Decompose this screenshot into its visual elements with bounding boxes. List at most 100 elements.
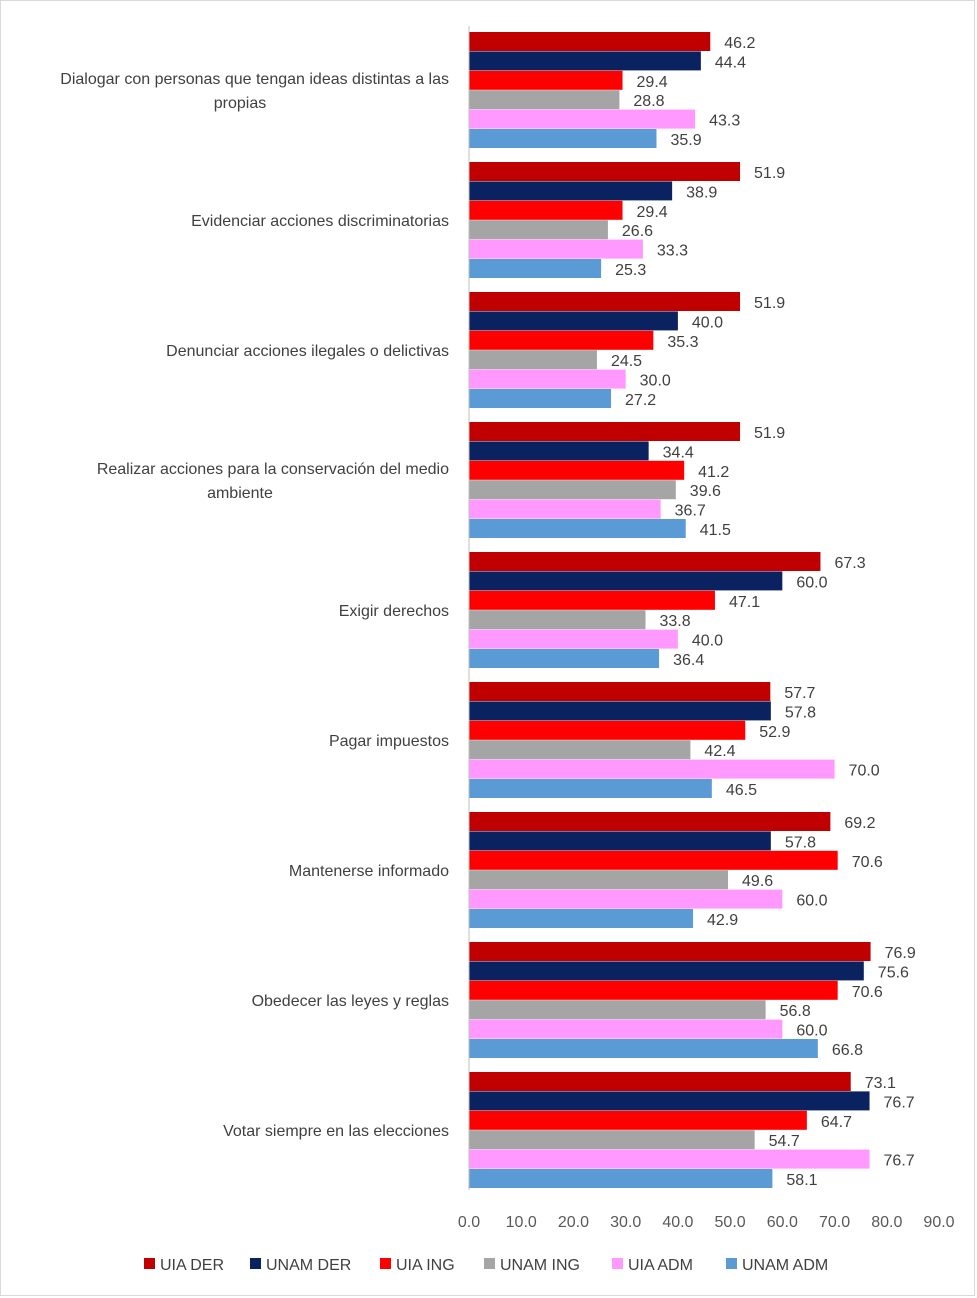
data-label: 27.2 bbox=[625, 392, 656, 409]
data-label: 70.6 bbox=[852, 984, 883, 1001]
bar bbox=[469, 1130, 755, 1150]
bar bbox=[469, 909, 694, 928]
bar bbox=[469, 239, 643, 259]
legend-swatch bbox=[484, 1258, 495, 1269]
bar bbox=[469, 552, 821, 571]
category-label: Pagar impuestos bbox=[329, 733, 449, 750]
legend-swatch bbox=[380, 1258, 391, 1269]
bar bbox=[469, 590, 715, 610]
bar bbox=[469, 1039, 818, 1058]
data-label: 46.5 bbox=[726, 782, 757, 799]
bar bbox=[469, 942, 871, 961]
bar bbox=[469, 90, 620, 110]
bar bbox=[469, 720, 746, 740]
data-label: 47.1 bbox=[729, 594, 760, 611]
legend-label: UIA DER bbox=[160, 1257, 224, 1274]
bar bbox=[469, 889, 783, 909]
bar bbox=[469, 200, 623, 220]
data-label: 70.0 bbox=[849, 763, 880, 780]
data-label: 69.2 bbox=[844, 815, 875, 832]
bar bbox=[469, 961, 864, 981]
data-label: 26.6 bbox=[622, 223, 653, 240]
data-label: 67.3 bbox=[834, 555, 865, 572]
bar bbox=[469, 480, 676, 500]
data-label: 60.0 bbox=[796, 1023, 827, 1040]
data-label: 35.9 bbox=[670, 132, 701, 149]
data-label: 36.7 bbox=[675, 503, 706, 520]
bar bbox=[469, 32, 711, 51]
data-label: 41.5 bbox=[700, 522, 731, 539]
data-label: 24.5 bbox=[611, 353, 642, 370]
bar bbox=[469, 1091, 870, 1111]
category-label: Realizar acciones para la conservación d… bbox=[97, 461, 449, 478]
data-label: 46.2 bbox=[724, 35, 755, 52]
bar bbox=[469, 162, 741, 181]
data-label: 76.7 bbox=[884, 1153, 915, 1170]
data-label: 58.1 bbox=[786, 1172, 817, 1189]
category-label: Dialogar con personas que tengan ideas d… bbox=[60, 71, 449, 88]
data-label: 51.9 bbox=[754, 295, 785, 312]
legend-swatch bbox=[726, 1258, 737, 1269]
data-label: 52.9 bbox=[759, 724, 790, 741]
data-label: 57.8 bbox=[785, 704, 816, 721]
x-tick-label: 30.0 bbox=[610, 1214, 641, 1231]
bar bbox=[469, 629, 678, 649]
bar bbox=[469, 1072, 851, 1091]
legend-label: UIA ADM bbox=[628, 1257, 693, 1274]
bar bbox=[469, 870, 729, 890]
data-label: 33.8 bbox=[660, 613, 691, 630]
bar bbox=[469, 812, 831, 831]
bar bbox=[469, 610, 646, 630]
legend-label: UIA ING bbox=[396, 1257, 455, 1274]
bar bbox=[469, 441, 649, 461]
bar bbox=[469, 1019, 783, 1039]
data-label: 39.6 bbox=[690, 483, 721, 500]
data-label: 40.0 bbox=[692, 314, 723, 331]
bar bbox=[469, 759, 835, 779]
data-label: 70.6 bbox=[852, 854, 883, 871]
data-label: 35.3 bbox=[667, 334, 698, 351]
legend-label: UNAM DER bbox=[266, 1257, 351, 1274]
category-label: Exigir derechos bbox=[339, 603, 449, 620]
bar bbox=[469, 220, 608, 240]
x-tick-label: 40.0 bbox=[662, 1214, 693, 1231]
bar bbox=[469, 70, 623, 90]
data-label: 60.0 bbox=[796, 893, 827, 910]
bar bbox=[469, 311, 678, 331]
data-label: 54.7 bbox=[769, 1133, 800, 1150]
bar bbox=[469, 129, 657, 148]
bar bbox=[469, 1149, 870, 1169]
bar bbox=[469, 1110, 807, 1130]
data-label: 73.1 bbox=[865, 1075, 896, 1092]
data-label: 38.9 bbox=[686, 184, 717, 201]
bar bbox=[469, 649, 660, 668]
category-label: propias bbox=[214, 95, 266, 112]
data-label: 28.8 bbox=[633, 93, 664, 110]
data-label: 43.3 bbox=[709, 113, 740, 130]
data-label: 29.4 bbox=[637, 74, 668, 91]
bar bbox=[469, 701, 771, 721]
category-label: Obedecer las leyes y reglas bbox=[252, 993, 449, 1010]
legend-label: UNAM ADM bbox=[742, 1257, 828, 1274]
data-label: 33.3 bbox=[657, 243, 688, 260]
category-label: Evidenciar acciones discriminatorias bbox=[191, 213, 449, 230]
legend-swatch bbox=[250, 1258, 261, 1269]
bar bbox=[469, 779, 712, 798]
data-label: 56.8 bbox=[780, 1003, 811, 1020]
bar bbox=[469, 850, 838, 870]
data-label: 51.9 bbox=[754, 425, 785, 442]
bar bbox=[469, 330, 654, 350]
x-tick-label: 50.0 bbox=[715, 1214, 746, 1231]
bar bbox=[469, 369, 626, 389]
bar bbox=[469, 571, 783, 591]
x-tick-label: 90.0 bbox=[923, 1214, 954, 1231]
bar bbox=[469, 682, 771, 701]
data-label: 76.9 bbox=[885, 945, 916, 962]
bar bbox=[469, 422, 741, 441]
data-label: 44.4 bbox=[715, 54, 746, 71]
bar bbox=[469, 350, 597, 370]
bar bbox=[469, 499, 661, 519]
data-label: 60.0 bbox=[796, 574, 827, 591]
data-label: 34.4 bbox=[663, 444, 694, 461]
